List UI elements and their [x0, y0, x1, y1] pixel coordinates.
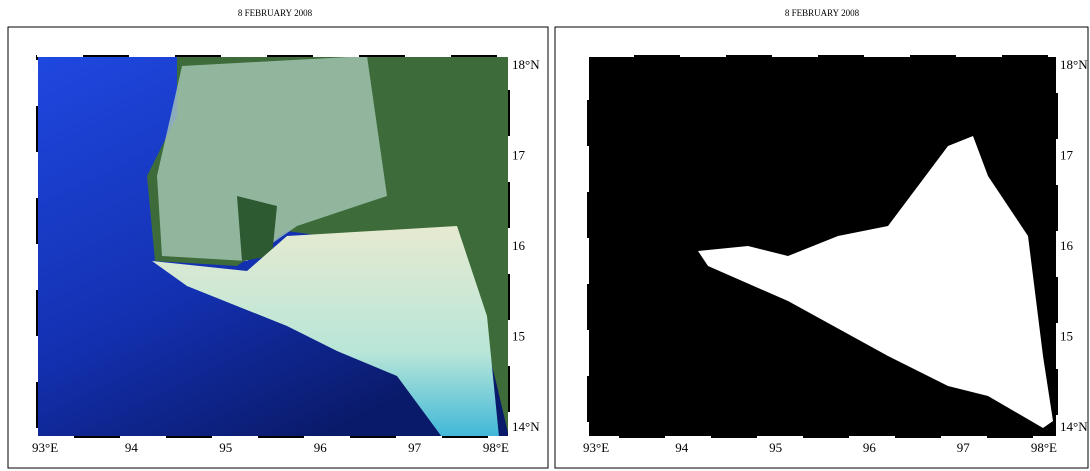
longitude-label: 96 [314, 440, 328, 455]
longitude-label: 97 [957, 440, 971, 455]
figure: 8 FEBRUARY 2008 93°E 94 95 96 97 98°E 18°N 17 16 1… [0, 0, 1090, 471]
longitude-label: 98°E [483, 440, 509, 455]
longitude-label: 94 [125, 440, 139, 455]
panel-title: 8 FEBRUARY 2008 [785, 8, 860, 18]
latitude-label: 16 [512, 238, 526, 253]
latitude-label: 18°N [512, 57, 540, 72]
panel-title: 8 FEBRUARY 2008 [238, 8, 313, 18]
true-color-image [37, 56, 509, 437]
latitude-label: 18°N [1060, 57, 1088, 72]
latitude-label: 16 [1060, 238, 1074, 253]
longitude-label: 93°E [583, 440, 609, 455]
longitude-label: 94 [675, 440, 689, 455]
longitude-label: 95 [769, 440, 782, 455]
plume-mask-image [588, 56, 1057, 437]
longitude-label: 98°E [1031, 440, 1057, 455]
latitude-label: 17 [512, 147, 526, 162]
longitude-label: 97 [408, 440, 422, 455]
longitude-label: 95 [219, 440, 232, 455]
latitude-label: 15 [512, 328, 525, 343]
latitude-label: 17 [1060, 147, 1074, 162]
latitude-label: 14°N [1060, 419, 1088, 434]
longitude-label: 96 [863, 440, 877, 455]
latitude-label: 15 [1060, 328, 1073, 343]
longitude-label: 93°E [32, 440, 58, 455]
latitude-label: 14°N [512, 419, 540, 434]
